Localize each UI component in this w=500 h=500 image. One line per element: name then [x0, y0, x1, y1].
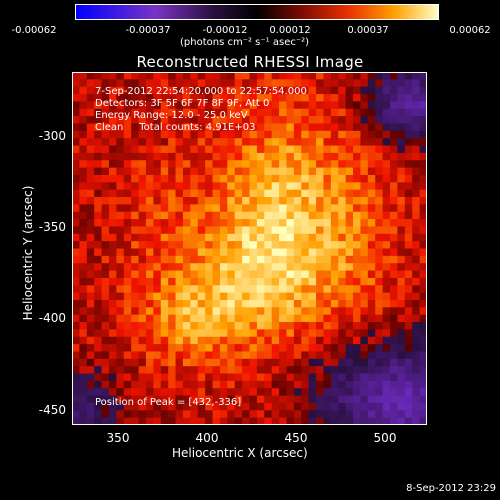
y-tick-label: -350	[38, 220, 66, 234]
y-tick-label: -300	[38, 129, 66, 143]
info-time-range: 7-Sep-2012 22:54:20.000 to 22:57:54.000	[95, 86, 307, 97]
y-axis-label: Heliocentric Y (arcsec)	[21, 185, 35, 321]
x-axis-label: Heliocentric X (arcsec)	[172, 446, 308, 460]
y-tick-label: -400	[38, 311, 66, 325]
x-tick-label: 450	[284, 431, 308, 445]
colorbar	[75, 4, 439, 20]
y-tick-label: -450	[38, 403, 66, 417]
info-energy-range: Energy Range: 12.0 - 25.0 keV	[95, 110, 248, 121]
colorbar-tick: 0.00062	[449, 25, 491, 36]
colorbar-tick: 0.00012	[269, 25, 311, 36]
plot-datestamp: 8-Sep-2012 23:29	[406, 483, 496, 494]
x-tick-label: 400	[195, 431, 219, 445]
peak-position: Position of Peak = [432,-336]	[95, 397, 242, 408]
x-tick-label: 500	[373, 431, 397, 445]
plot-frame	[72, 72, 427, 425]
rhessi-image	[72, 72, 427, 425]
colorbar-tick: 0.00037	[347, 25, 389, 36]
x-tick-label: 350	[106, 431, 130, 445]
info-clean-counts: Clean Total counts: 4.91E+03	[95, 122, 256, 133]
colorbar-tick: -0.00012	[202, 25, 248, 36]
colorbar-units: (photons cm⁻² s⁻¹ asec⁻²)	[180, 37, 310, 48]
colorbar-tick: -0.00062	[11, 25, 57, 36]
colorbar-tick: -0.00037	[125, 25, 171, 36]
image-title: Reconstructed RHESSI Image	[136, 53, 364, 71]
info-detectors: Detectors: 3F 5F 6F 7F 8F 9F, Att 0	[95, 98, 270, 109]
